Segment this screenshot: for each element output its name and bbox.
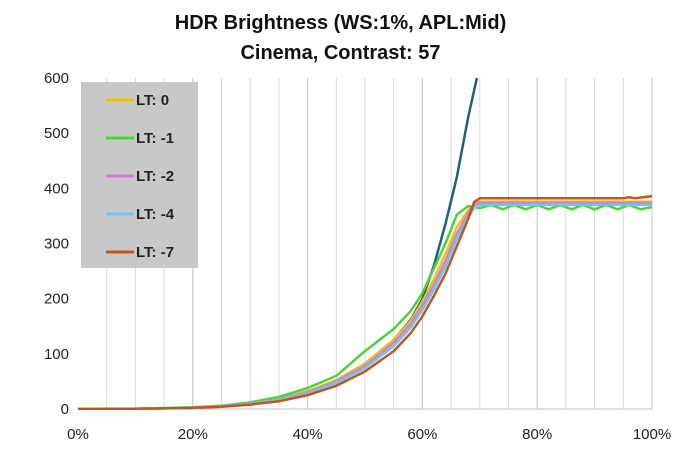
y-tick-label: 600 xyxy=(44,70,69,87)
legend-label: LT: -4 xyxy=(136,206,175,223)
x-tick-label: 100% xyxy=(633,426,671,443)
series-line-4 xyxy=(78,194,653,410)
y-tick-label: 500 xyxy=(44,125,69,142)
legend-label: LT: -2 xyxy=(136,168,174,185)
x-tick-label: 80% xyxy=(522,426,552,443)
y-tick-label: 200 xyxy=(44,291,69,308)
x-tick-label: 20% xyxy=(178,426,208,443)
x-tick-label: 60% xyxy=(407,426,437,443)
x-tick-label: 0% xyxy=(67,426,89,443)
y-tick-label: 300 xyxy=(44,236,69,253)
legend-label: LT: -7 xyxy=(136,244,174,261)
chart-title: HDR Brightness (WS:1%, APL:Mid) xyxy=(174,12,507,34)
legend-label: LT: -1 xyxy=(136,130,174,147)
chart-subtitle: Cinema, Contrast: 57 xyxy=(240,42,441,64)
y-tick-label: 0 xyxy=(61,401,69,418)
legend-label: LT: 0 xyxy=(136,92,169,109)
y-tick-label: 100 xyxy=(44,346,69,363)
x-tick-label: 40% xyxy=(293,426,323,443)
legend-box xyxy=(81,82,198,268)
y-tick-label: 400 xyxy=(44,180,69,197)
